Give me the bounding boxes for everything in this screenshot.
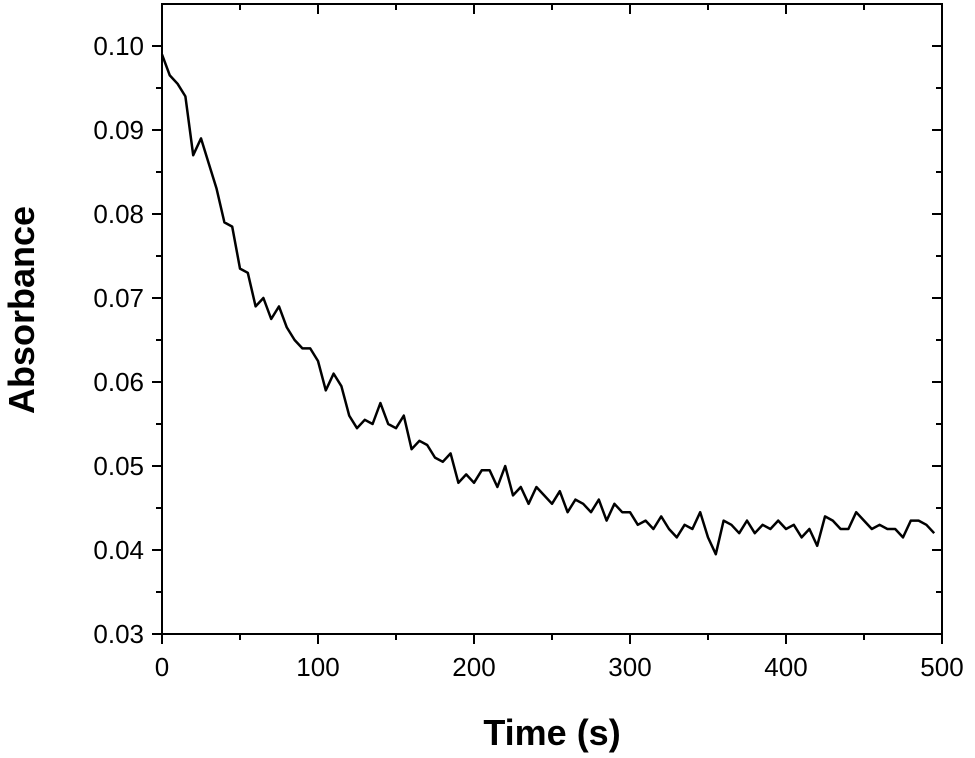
- x-tick-label: 0: [155, 652, 169, 682]
- x-tick-label: 100: [296, 652, 339, 682]
- y-tick-label: 0.03: [93, 619, 144, 649]
- y-tick-label: 0.04: [93, 535, 144, 565]
- x-tick-label: 500: [920, 652, 963, 682]
- x-axis-title: Time (s): [483, 712, 620, 753]
- y-tick-label: 0.08: [93, 199, 144, 229]
- data-line: [160, 53, 936, 556]
- x-tick-label: 300: [608, 652, 651, 682]
- y-tick-label: 0.05: [93, 451, 144, 481]
- y-axis-title: Absorbance: [1, 206, 42, 414]
- y-tick-label: 0.09: [93, 115, 144, 145]
- plot-frame: [161, 3, 943, 635]
- y-tick-label: 0.06: [93, 367, 144, 397]
- x-tick-label: 400: [764, 652, 807, 682]
- y-tick-label: 0.10: [93, 31, 144, 61]
- x-tick-label: 200: [452, 652, 495, 682]
- y-tick-label: 0.07: [93, 283, 144, 313]
